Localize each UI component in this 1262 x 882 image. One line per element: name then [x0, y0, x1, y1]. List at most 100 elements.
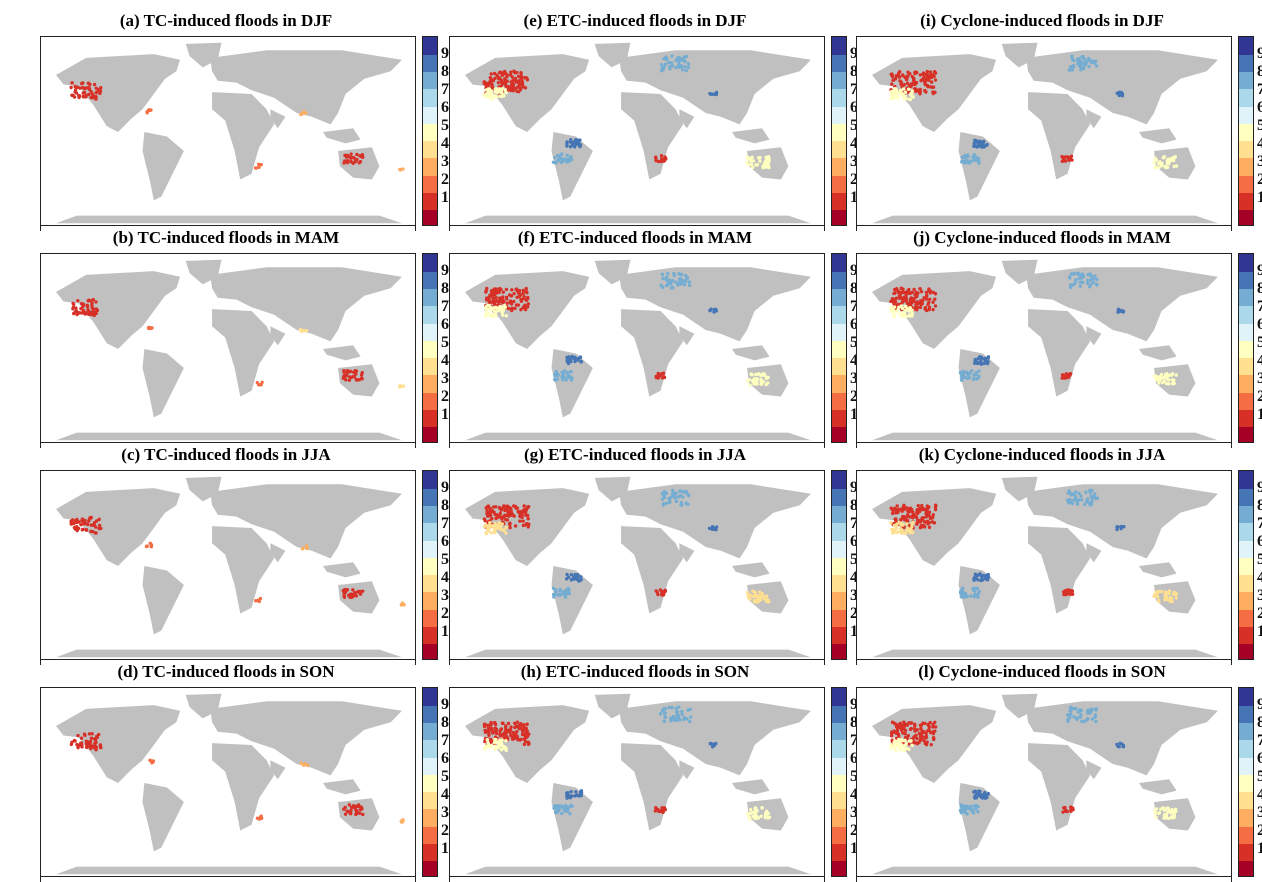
- flood-station-marker: [986, 360, 990, 364]
- flood-station-marker: [256, 382, 261, 387]
- flood-station-marker: [923, 525, 927, 529]
- flood-station-marker: [906, 289, 911, 293]
- flood-station-marker: [360, 152, 365, 157]
- flood-station-marker: [1157, 165, 1161, 170]
- colorbar-tick-label: 20: [1257, 171, 1262, 188]
- flood-station-marker: [493, 729, 497, 734]
- flood-station-marker: [1154, 158, 1159, 162]
- colorbar-segment: [832, 409, 846, 428]
- flood-station-marker: [745, 590, 750, 595]
- world-map: [449, 36, 825, 226]
- flood-station-marker: [894, 526, 899, 531]
- flood-station-marker: [662, 501, 666, 506]
- flood-station-marker: [688, 719, 692, 724]
- flood-station-marker: [656, 159, 661, 164]
- flood-station-marker: [933, 304, 938, 308]
- colorbar-segment: [832, 123, 846, 142]
- flood-station-marker: [759, 597, 763, 602]
- flood-station-marker: [558, 154, 562, 158]
- flood-station-marker: [904, 314, 909, 319]
- flood-station-marker: [899, 286, 904, 290]
- flood-station-marker: [305, 546, 309, 550]
- flood-station-marker: [98, 743, 103, 748]
- flood-station-marker: [912, 287, 916, 292]
- flood-station-marker: [894, 511, 898, 515]
- flood-station-marker: [673, 717, 678, 721]
- land-mass-8: [465, 215, 811, 224]
- flood-station-marker: [490, 516, 494, 521]
- panel-title: (i) Cyclone-induced floods in DJF: [920, 11, 1164, 30]
- flood-station-marker: [660, 806, 664, 810]
- world-map: [449, 687, 825, 877]
- flood-station-marker: [688, 715, 693, 719]
- flood-station-marker: [674, 710, 679, 714]
- flood-station-marker: [497, 289, 501, 294]
- flood-station-marker: [514, 303, 519, 307]
- flood-station-marker: [299, 761, 304, 765]
- flood-station-marker: [1115, 742, 1119, 747]
- colorbar-segment: [832, 643, 846, 659]
- flood-station-marker: [906, 87, 911, 91]
- flood-station-marker: [912, 82, 917, 87]
- colorbar-segment: [832, 254, 846, 272]
- colorbar-segment: [1239, 557, 1253, 576]
- flood-station-marker: [766, 381, 770, 385]
- flood-station-marker: [493, 722, 498, 727]
- axis-tick: [1231, 226, 1232, 231]
- flood-station-marker: [1076, 272, 1081, 276]
- flood-station-marker: [659, 283, 663, 288]
- flood-station-marker: [569, 790, 573, 794]
- flood-station-marker: [342, 370, 346, 374]
- flood-station-marker: [1119, 525, 1123, 529]
- flood-station-marker: [482, 724, 487, 729]
- flood-station-marker: [81, 311, 86, 315]
- flood-station-marker: [504, 287, 509, 292]
- flood-station-marker: [907, 309, 911, 313]
- flood-station-marker: [983, 360, 987, 364]
- flood-station-marker: [93, 531, 97, 535]
- flood-station-marker: [487, 299, 492, 303]
- flood-station-marker: [1172, 810, 1177, 814]
- flood-station-marker: [573, 141, 578, 145]
- flood-station-marker: [959, 377, 964, 382]
- flood-station-marker: [509, 725, 513, 729]
- flood-station-marker: [69, 742, 74, 747]
- map-canvas: [56, 476, 406, 658]
- colorbar-tick-label: 40: [1257, 569, 1262, 586]
- flood-station-marker: [976, 156, 981, 160]
- flood-station-marker: [552, 377, 557, 382]
- flood-station-marker: [501, 732, 505, 736]
- flood-station-marker: [486, 84, 490, 88]
- flood-station-marker: [892, 313, 896, 318]
- flood-station-marker: [145, 544, 149, 548]
- flood-station-marker: [1163, 590, 1168, 594]
- flood-station-marker: [567, 794, 572, 798]
- colorbar: [831, 253, 847, 443]
- map-canvas: [465, 42, 811, 224]
- flood-station-marker: [1064, 372, 1068, 376]
- flood-station-marker: [1154, 377, 1158, 381]
- flood-station-marker: [1115, 525, 1120, 529]
- colorbar-segment: [1239, 357, 1253, 376]
- flood-station-marker: [960, 160, 964, 164]
- flood-station-marker: [300, 112, 304, 116]
- flood-station-marker: [680, 272, 684, 277]
- flood-station-marker: [513, 71, 517, 75]
- flood-station-marker: [961, 374, 966, 378]
- colorbar-segment: [423, 471, 437, 489]
- flood-station-marker: [517, 724, 521, 728]
- flood-station-marker: [502, 504, 506, 508]
- flood-station-marker: [977, 794, 982, 798]
- flood-station-marker: [976, 810, 980, 814]
- flood-station-marker: [966, 153, 970, 157]
- flood-station-marker: [350, 593, 355, 597]
- flood-station-marker: [487, 733, 491, 737]
- flood-station-marker: [483, 739, 487, 744]
- flood-station-marker: [513, 306, 517, 311]
- flood-station-marker: [921, 506, 925, 511]
- colorbar-segment: [1239, 626, 1253, 645]
- flood-station-marker: [662, 495, 667, 500]
- colorbar-segment: [423, 140, 437, 159]
- flood-station-marker: [897, 508, 901, 512]
- flood-station-marker: [502, 303, 507, 308]
